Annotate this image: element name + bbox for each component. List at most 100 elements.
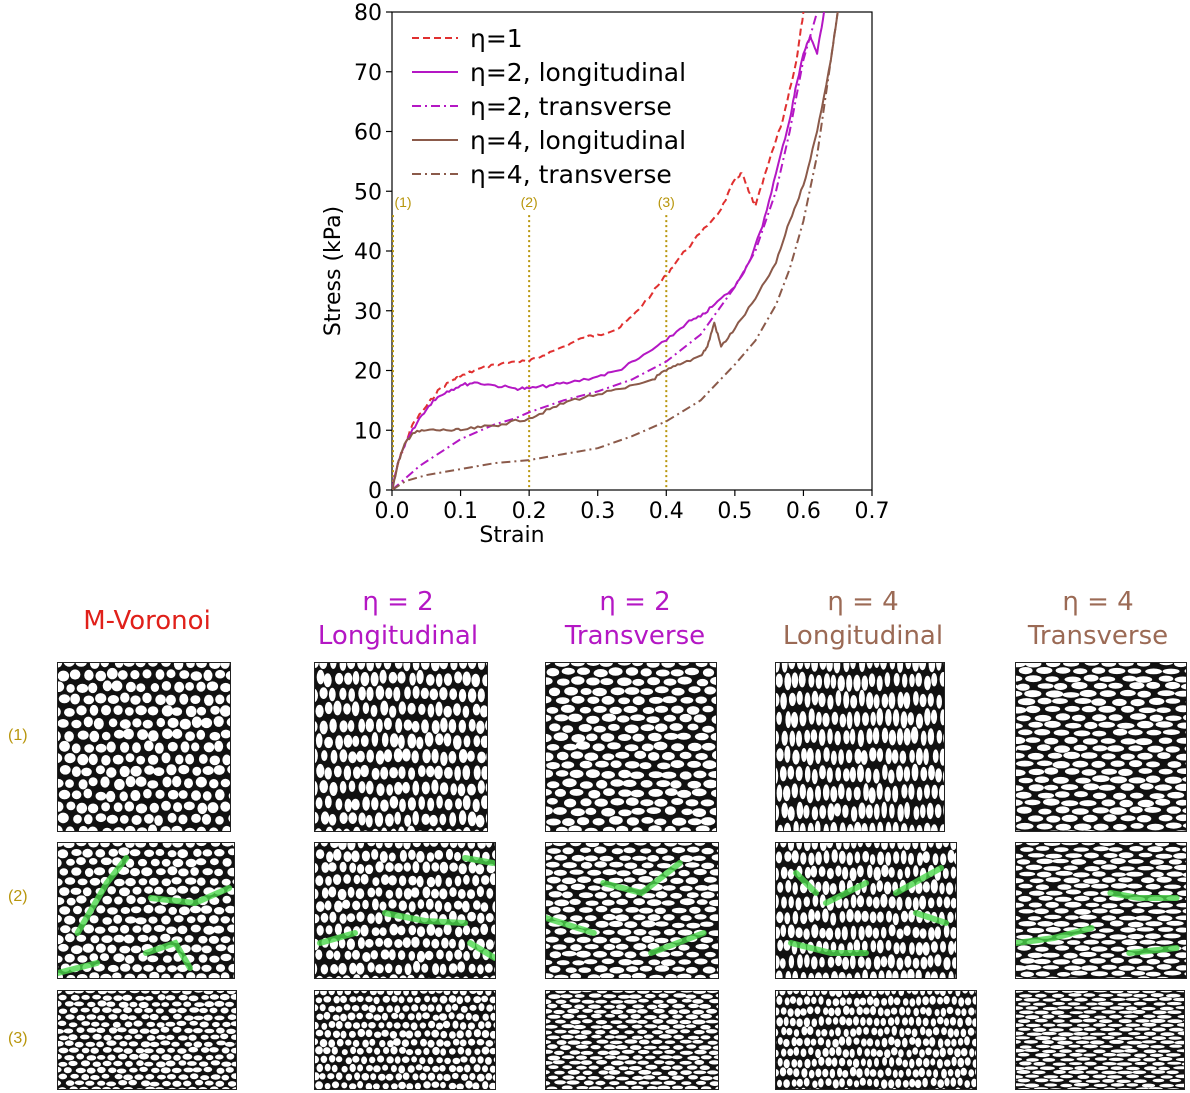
crack-highlight xyxy=(913,910,949,926)
chart-series xyxy=(392,12,839,490)
foam-panel xyxy=(545,990,719,1090)
foam-image xyxy=(315,663,487,831)
strain-marker-label: (3) xyxy=(658,194,675,210)
x-axis-label: Strain xyxy=(479,523,544,548)
y-tick-label: 60 xyxy=(354,121,382,146)
foam-image xyxy=(776,991,976,1089)
legend-label: η=2, transverse xyxy=(470,92,672,121)
x-tick-label: 0.6 xyxy=(786,499,821,524)
crack-highlight xyxy=(648,930,707,956)
series-line xyxy=(392,12,825,490)
foam-image xyxy=(315,843,495,978)
x-tick-label: 0.4 xyxy=(649,499,684,524)
foam-panel xyxy=(57,842,235,979)
col-title-line1: η = 2 xyxy=(599,587,671,617)
x-tick-label: 0.0 xyxy=(375,499,410,524)
y-tick-label: 20 xyxy=(354,360,382,385)
foam-image xyxy=(58,843,234,978)
col-title-line2: Longitudinal xyxy=(317,621,479,651)
x-tick-label: 0.3 xyxy=(580,499,615,524)
series-line xyxy=(392,12,805,490)
foam-image xyxy=(315,991,495,1089)
y-tick-label: 30 xyxy=(354,300,382,325)
crack-highlight xyxy=(317,930,358,946)
foam-image xyxy=(1016,843,1186,978)
foam-panel xyxy=(545,842,719,979)
crack-highlight xyxy=(546,915,597,936)
foam-image xyxy=(1016,991,1184,1089)
col-title-line1: M-Voronoi xyxy=(83,606,211,636)
x-tick-label: 0.5 xyxy=(717,499,752,524)
foam-panel xyxy=(314,842,496,979)
col-title-line1: η = 4 xyxy=(1062,587,1134,617)
foam-image xyxy=(1016,663,1186,831)
col-title-line2: Longitudinal xyxy=(782,621,944,651)
foam-panel xyxy=(1015,990,1185,1090)
y-tick-label: 70 xyxy=(354,61,382,86)
foam-image xyxy=(776,663,944,831)
series-line xyxy=(392,12,819,490)
strain-marker-label: (1) xyxy=(394,194,411,210)
y-tick-label: 10 xyxy=(354,419,382,444)
legend-label: η=1 xyxy=(470,24,523,53)
chart-legend: η=1 η=2, longitudinal η=2, transverse η=4, … xyxy=(412,24,686,189)
foam-panel xyxy=(57,990,237,1090)
crack-highlight xyxy=(1016,925,1095,946)
strain-markers: (1) (2) (3) xyxy=(392,194,675,490)
y-tick-label: 80 xyxy=(354,1,382,26)
foam-image xyxy=(546,991,718,1089)
row-label-3: (3) xyxy=(8,1030,28,1047)
y-tick-label: 40 xyxy=(354,240,382,265)
legend-label: η=2, longitudinal xyxy=(470,58,686,87)
col-title-eta4-longitudinal: η = 4 Longitudinal xyxy=(743,585,983,653)
foam-panel xyxy=(545,662,717,832)
y-axis-label: Stress (kPa) xyxy=(321,206,346,336)
foam-panel xyxy=(314,990,496,1090)
crack-highlight xyxy=(823,880,869,906)
x-tick-label: 0.1 xyxy=(443,499,478,524)
crack-highlight xyxy=(893,865,944,896)
crack-highlight xyxy=(793,870,819,896)
chart-axes: 0.0 0.1 0.2 0.3 0.4 0.5 0.6 0.7 0 10 20 30 40 50 60 70 8… xyxy=(321,1,890,548)
col-title-eta2-longitudinal: η = 2 Longitudinal xyxy=(278,585,518,653)
col-title-line1: η = 4 xyxy=(827,587,899,617)
crack-highlight xyxy=(600,860,683,897)
x-tick-label: 0.2 xyxy=(512,499,547,524)
foam-panel xyxy=(1015,842,1187,979)
foam-panel xyxy=(775,990,977,1090)
y-tick-label: 50 xyxy=(354,180,382,205)
col-title-line2: Transverse xyxy=(564,621,706,651)
crack-highlight xyxy=(147,885,233,907)
crack-highlight xyxy=(382,910,468,926)
series-line xyxy=(392,12,839,490)
foam-panel xyxy=(314,662,488,832)
stress-strain-chart: 0.0 0.1 0.2 0.3 0.4 0.5 0.6 0.7 0 10 20 30 40 50 60 70 8… xyxy=(321,1,890,548)
foam-image xyxy=(546,663,716,831)
foam-panel xyxy=(1015,662,1187,832)
crack-highlight xyxy=(788,940,869,956)
strain-marker-label: (2) xyxy=(521,194,538,210)
legend-label: η=4, transverse xyxy=(470,160,672,189)
crack-highlight xyxy=(58,960,101,976)
crack-highlight xyxy=(74,855,130,936)
foam-image xyxy=(58,663,230,831)
crack-highlight xyxy=(467,940,495,961)
col-title-m-voronoi: M-Voronoi xyxy=(27,604,267,638)
y-tick-label: 0 xyxy=(368,479,382,504)
col-title-line1: η = 2 xyxy=(362,587,434,617)
foam-image xyxy=(776,843,956,978)
foam-panel xyxy=(775,842,957,979)
col-title-line2: Transverse xyxy=(1027,621,1169,651)
foam-image xyxy=(546,843,718,978)
row-label-2: (2) xyxy=(8,888,28,905)
foam-panel xyxy=(57,662,231,832)
foam-image xyxy=(58,991,236,1089)
col-title-eta4-transverse: η = 4 Transverse xyxy=(978,585,1190,653)
crack-highlight xyxy=(143,939,193,971)
crack-highlight xyxy=(462,855,495,866)
crack-highlight xyxy=(1126,945,1180,956)
row-label-1: (1) xyxy=(8,727,28,744)
col-title-eta2-transverse: η = 2 Transverse xyxy=(515,585,755,653)
x-tick-label: 0.7 xyxy=(855,499,890,524)
legend-label: η=4, longitudinal xyxy=(470,126,686,155)
